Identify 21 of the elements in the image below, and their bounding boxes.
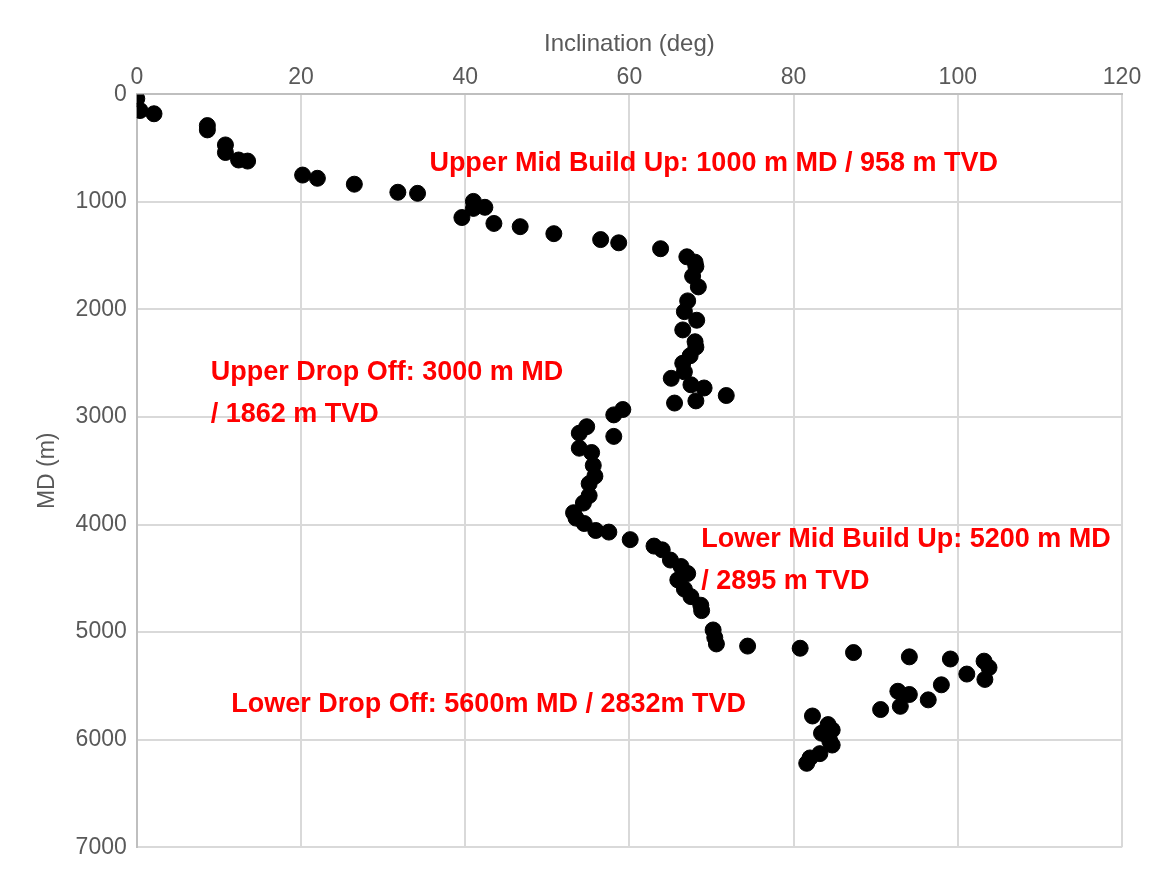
y-axis-title: MD (m)	[33, 432, 60, 510]
annotation: Upper Mid Build Up: 1000 m MD / 958 m TVD	[429, 147, 998, 178]
y-tick-label: 4000	[75, 509, 127, 536]
y-tick-label: 2000	[75, 294, 127, 321]
y-tick-label: 7000	[75, 832, 127, 859]
y-tick-label: 5000	[75, 617, 127, 644]
x-tick-label: 120	[1102, 62, 1142, 89]
annotation: Lower Mid Build Up: 5200 m MD / 2895 m TVD	[701, 522, 1111, 595]
x-tick-label: 60	[616, 62, 643, 89]
x-tick-label: 100	[938, 62, 977, 89]
x-axis-title: Inclination (deg)	[544, 29, 715, 57]
annotation: Lower Drop Off: 5600m MD / 2832m TVD	[231, 688, 746, 719]
y-tick-label: 3000	[75, 402, 127, 429]
y-tick-label: 0	[113, 79, 127, 106]
y-tick-label: 1000	[75, 187, 127, 214]
x-tick-label: 0	[130, 62, 144, 89]
x-tick-label: 80	[780, 62, 807, 89]
y-tick-label: 6000	[75, 725, 127, 751]
x-tick-label: 20	[288, 62, 314, 89]
x-tick-label: 40	[452, 62, 478, 89]
annotation: Upper Drop Off: 3000 m MD / 1862 m TVD	[210, 355, 564, 428]
